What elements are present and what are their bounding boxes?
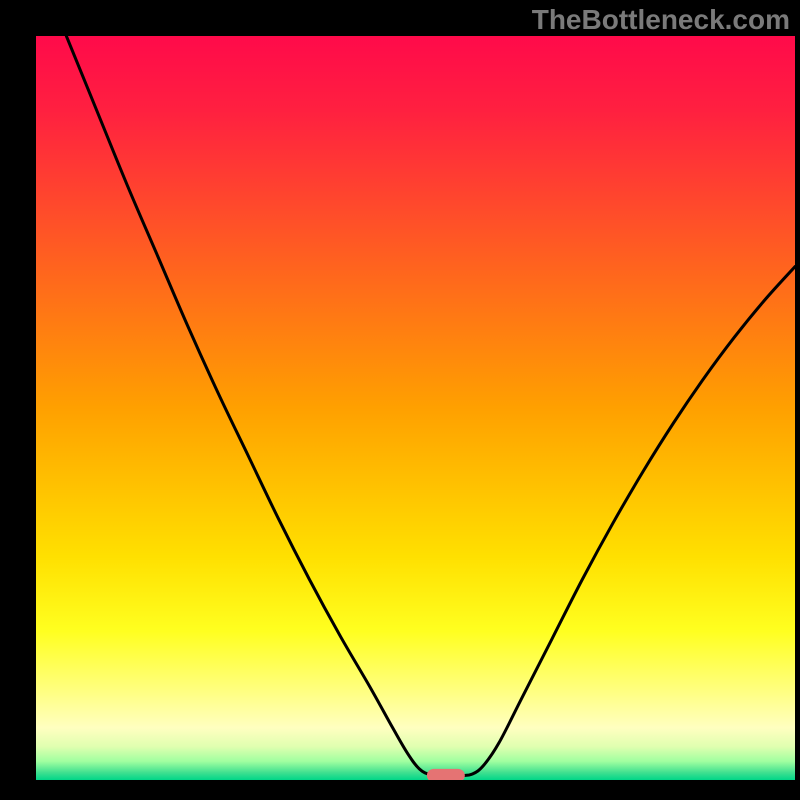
plot-area: [36, 36, 795, 780]
chart-svg: [36, 36, 795, 780]
watermark-text: TheBottleneck.com: [532, 4, 790, 36]
gradient-background: [36, 36, 795, 780]
chart-container: TheBottleneck.com: [0, 0, 800, 800]
optimal-marker: [427, 769, 465, 780]
